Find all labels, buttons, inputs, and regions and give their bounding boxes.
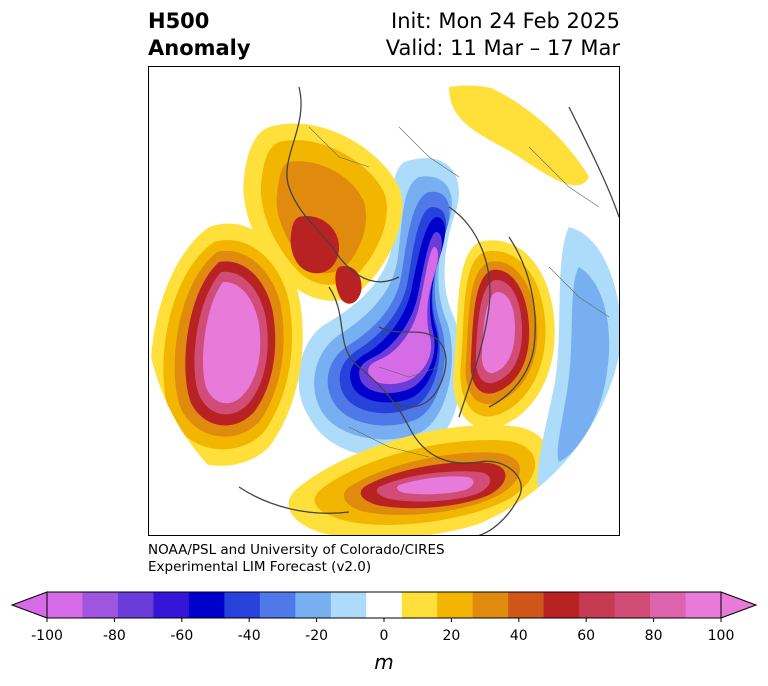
colorbar-segment [153, 592, 190, 618]
colorbar-tick-label: 20 [442, 628, 461, 644]
colorbar-segments [10, 591, 758, 622]
colorbar-tick-label: 60 [577, 628, 596, 644]
colorbar-tick-label: -20 [305, 628, 329, 644]
positive-anomaly-north [449, 85, 589, 186]
map-title: H500 Anomaly [148, 8, 251, 62]
colorbar-tick-label: 100 [707, 628, 735, 644]
colorbar-segment [437, 592, 474, 618]
colorbar-tick-label: -40 [237, 628, 261, 644]
colorbar-segment [614, 592, 651, 618]
credit-line-2: Experimental LIM Forecast (v2.0) [148, 559, 372, 575]
colorbar-tick-label: 80 [644, 628, 663, 644]
polar-projection-map [150, 85, 619, 535]
forecast-dates: Init: Mon 24 Feb 2025 Valid: 11 Mar – 17… [386, 8, 620, 62]
colorbar-unit: m [374, 650, 394, 674]
init-date: Init: Mon 24 Feb 2025 [391, 9, 620, 33]
anomaly-label: Anomaly [148, 36, 251, 60]
negative-anomaly-arctic [298, 158, 462, 457]
colorbar-tick-label: -100 [31, 628, 63, 644]
credit-text: NOAA/PSL and University of Colorado/CIRE… [148, 542, 445, 576]
coastlines [238, 86, 619, 535]
anomaly-contours [150, 85, 619, 535]
colorbar-segment [579, 592, 616, 618]
colorbar-segment [401, 592, 438, 618]
colorbar-segment [47, 592, 83, 618]
variable-label: H500 [148, 9, 210, 33]
colorbar-tick-label: -80 [102, 628, 126, 644]
colorbar-tick-label: 40 [509, 628, 528, 644]
colorbar-segment [685, 592, 722, 618]
colorbar-segment [259, 592, 296, 618]
political-borders [308, 126, 610, 458]
colorbar-segment [117, 592, 154, 618]
credit-line-1: NOAA/PSL and University of Colorado/CIRE… [148, 542, 445, 558]
colorbar-segment [295, 592, 332, 618]
colorbar-segment [543, 592, 580, 618]
anomaly-map [148, 66, 620, 536]
colorbar-tick-label: -60 [170, 628, 194, 644]
colorbar [10, 591, 758, 622]
colorbar-segment [472, 592, 509, 618]
colorbar-over-extend [720, 591, 758, 619]
colorbar-segment [366, 592, 403, 618]
positive-anomaly-europe [453, 240, 555, 429]
colorbar-segment [188, 592, 225, 618]
colorbar-tick-label: 0 [379, 628, 389, 644]
colorbar-segment [650, 592, 687, 618]
colorbar-segment [82, 592, 119, 618]
colorbar-under-extend [10, 591, 48, 619]
positive-anomaly-siberia [243, 123, 403, 304]
colorbar-segment [224, 592, 261, 618]
colorbar-segment [330, 592, 367, 618]
positive-anomaly-pacific [150, 223, 303, 466]
colorbar-segment [508, 592, 545, 618]
valid-range: Valid: 11 Mar – 17 Mar [385, 36, 620, 60]
